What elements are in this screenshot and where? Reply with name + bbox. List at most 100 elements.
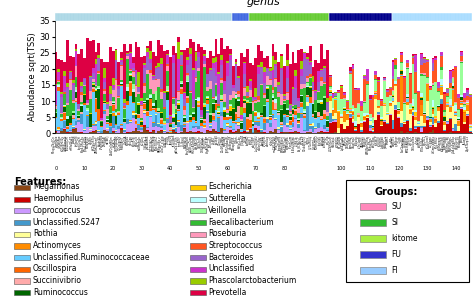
Bar (249, 128, 252, 129)
Bar (226, 63, 229, 75)
Bar (320, 120, 323, 126)
Bar (306, 106, 309, 131)
Bar (255, 101, 257, 103)
Bar (386, 92, 389, 97)
Bar (120, 128, 123, 130)
Bar (220, 80, 223, 83)
Bar (83, 85, 86, 86)
Bar (163, 94, 166, 107)
Bar (83, 103, 86, 105)
Bar (97, 132, 100, 133)
Bar (274, 118, 277, 119)
Bar (432, 108, 435, 109)
Bar (432, 117, 435, 124)
Bar (203, 119, 206, 121)
Bar (106, 104, 109, 109)
Bar (280, 110, 283, 122)
Bar (246, 100, 249, 102)
Bar (149, 99, 152, 111)
Bar (191, 120, 194, 126)
Text: kegqWsoRN: kegqWsoRN (278, 135, 282, 150)
Bar (66, 128, 69, 131)
Bar (72, 129, 74, 130)
Bar (91, 124, 94, 125)
Bar (443, 92, 446, 94)
Text: P0tk7OUhIZ: P0tk7OUhIZ (155, 135, 159, 150)
Text: Haemophilus: Haemophilus (33, 194, 83, 203)
Bar (177, 120, 180, 121)
Bar (77, 132, 80, 133)
Bar (411, 107, 414, 108)
Bar (212, 56, 215, 58)
Bar (160, 131, 163, 133)
Bar (166, 86, 169, 90)
Bar (123, 106, 126, 108)
Bar (389, 114, 392, 115)
Bar (89, 130, 91, 132)
Bar (132, 57, 135, 63)
Bar (191, 42, 194, 67)
Bar (257, 132, 260, 133)
Text: _EQba0Z: _EQba0Z (240, 135, 245, 146)
Bar (118, 112, 120, 113)
Bar (406, 67, 409, 68)
Bar (323, 83, 326, 84)
Bar (66, 131, 69, 132)
Bar (266, 118, 269, 123)
Bar (417, 92, 420, 120)
Bar (160, 64, 163, 65)
Bar (157, 108, 160, 111)
Bar (246, 117, 249, 119)
Bar (72, 119, 74, 126)
Text: Z6dVQe3eMQm: Z6dVQe3eMQm (109, 135, 113, 155)
Bar (137, 115, 140, 118)
Bar (74, 121, 77, 125)
Bar (417, 91, 420, 92)
Text: -.Dkdt: -.Dkdt (398, 135, 401, 143)
Bar (346, 100, 349, 101)
Bar (249, 102, 252, 103)
Bar (409, 104, 411, 108)
Bar (137, 72, 140, 87)
Bar (260, 130, 263, 132)
Text: S5nspXV0X: S5nspXV0X (232, 135, 236, 149)
Bar (349, 73, 352, 74)
Bar (320, 104, 323, 116)
Bar (269, 123, 272, 127)
Bar (272, 81, 274, 87)
Bar (452, 71, 455, 77)
Bar (332, 116, 335, 120)
Bar (160, 124, 163, 126)
Bar (309, 97, 311, 103)
Bar (189, 92, 191, 93)
Bar (277, 127, 280, 128)
Bar (186, 82, 189, 83)
Bar (103, 104, 106, 110)
Bar (457, 109, 460, 110)
Bar (63, 106, 66, 107)
Text: LikdK7: LikdK7 (212, 135, 216, 144)
Bar (426, 83, 429, 84)
Bar (103, 89, 106, 91)
Bar (83, 95, 86, 103)
Bar (343, 111, 346, 122)
Bar (335, 98, 337, 99)
Bar (94, 122, 97, 124)
Text: hF0UcBZrRdW: hF0UcBZrRdW (192, 135, 196, 153)
Bar (100, 122, 103, 126)
Bar (191, 113, 194, 115)
Bar (355, 128, 357, 129)
Bar (374, 99, 377, 120)
Bar (309, 126, 311, 129)
Bar (283, 104, 286, 114)
Bar (55, 52, 57, 84)
Bar (66, 126, 69, 127)
Bar (177, 103, 180, 105)
Bar (174, 113, 177, 114)
Bar (229, 106, 232, 111)
Bar (314, 93, 318, 100)
Bar (323, 59, 326, 66)
Bar (352, 116, 355, 119)
Bar (343, 92, 346, 93)
Bar (169, 119, 172, 123)
